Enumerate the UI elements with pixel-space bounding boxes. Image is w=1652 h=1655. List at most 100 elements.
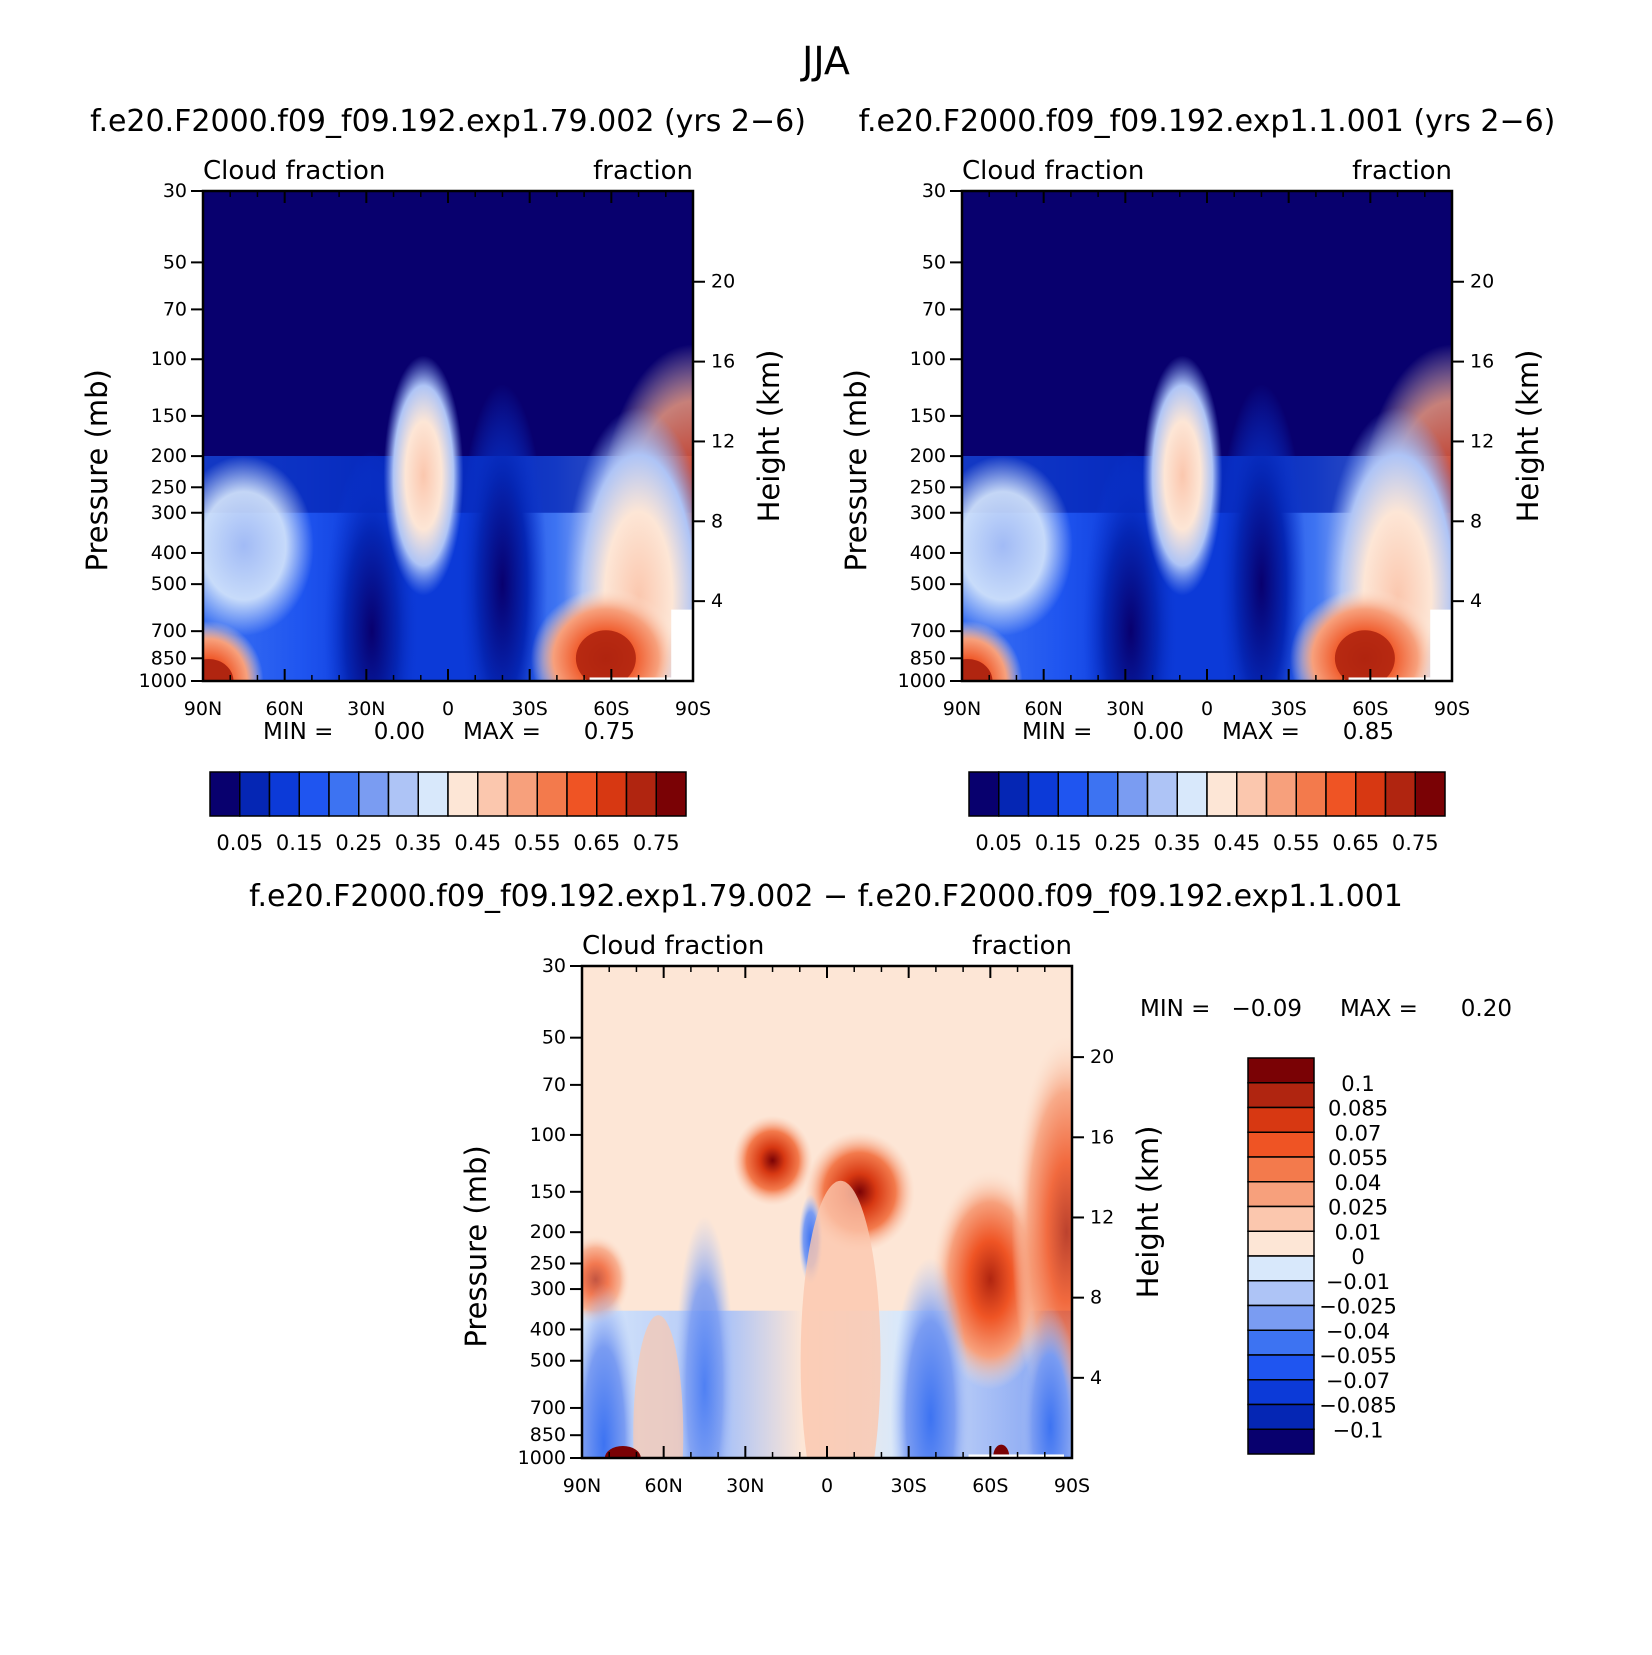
colorbar-label: 0.75 [1392,831,1439,855]
y-tick-label: 400 [910,542,946,564]
top-left-label: Cloud fraction [203,156,385,186]
y-tick-label: 700 [151,620,187,642]
colorbar-label: 0.055 [1328,1146,1388,1170]
top-left-label: Cloud fraction [962,156,1144,186]
x-tick-label: 60S [1352,698,1388,720]
colorbar-label: 0.35 [1154,831,1201,855]
max-label: MAX = [1222,719,1300,745]
colorbar: 0.10.0850.070.0550.040.0250.010−0.01−0.0… [1247,1057,1397,1455]
top-right-label: fraction [593,156,693,186]
y2-tick-label: 12 [711,430,735,452]
colorbar-box [1117,771,1149,817]
colorbar-label: 0.05 [216,831,263,855]
y2-tick-label: 8 [711,510,723,532]
colorbar-box [1146,771,1178,817]
colorbar-box [209,771,241,817]
colorbar-box [1087,771,1119,817]
colorbar-box [239,771,271,817]
colorbar-box [1247,1329,1315,1356]
diff-negative-core [890,1257,971,1458]
colorbar-box [1265,771,1297,817]
colorbar-label: 0.55 [1273,831,1320,855]
colorbar-box [328,771,360,817]
x-tick-label: 90N [563,1475,601,1497]
colorbar-box [506,771,538,817]
colorbar-label: −0.085 [1319,1394,1397,1418]
contour-field [582,966,1072,1458]
tropical-plume [383,355,464,596]
x-tick-label: 90N [184,698,222,720]
colorbar-box [1384,771,1416,817]
panel-3: f.e20.F2000.f09_f09.192.exp1.79.002 − f.… [249,879,1512,1497]
contour-field [962,191,1452,681]
y-tick-label: 70 [922,298,946,320]
colorbar-box [1247,1082,1315,1109]
x-tick-label: 30N [1106,698,1144,720]
colorbar-label: 0.35 [395,831,442,855]
colorbar-label: 0.1 [1341,1072,1374,1096]
colorbar-box [1236,771,1268,817]
figure-title: JJA [800,39,850,83]
diff-positive-region [633,1315,684,1458]
tropical-plume [1142,355,1223,596]
y-tick-label: 250 [910,476,946,498]
y2-axis-label: Height (km) [1131,1126,1165,1299]
colorbar-label: 0.55 [514,831,561,855]
y-tick-label: 100 [530,1124,566,1146]
colorbar-label: 0.75 [633,831,680,855]
colorbar-box [268,771,300,817]
y2-tick-label: 16 [1470,351,1494,373]
colorbar-label: 0.45 [1213,831,1260,855]
colorbar-box [477,771,509,817]
top-right-label: fraction [1352,156,1452,186]
max-value: 0.75 [584,719,635,745]
colorbar-box [1247,1131,1315,1158]
contour-field [203,191,693,681]
y2-tick-label: 12 [1470,430,1494,452]
colorbar-label: 0.15 [276,831,323,855]
diff-positive-spot [604,1446,641,1458]
y-tick-label: 850 [151,647,187,669]
y-tick-label: 30 [922,180,946,202]
y-tick-label: 500 [530,1350,566,1372]
y-tick-label: 200 [151,445,187,467]
colorbar-label: 0.07 [1335,1121,1382,1145]
colorbar-label: 0.25 [1094,831,1141,855]
y-tick-label: 850 [530,1424,566,1446]
y-tick-label: 400 [530,1318,566,1340]
x-tick-label: 60N [644,1475,682,1497]
topography-mask [1430,609,1452,681]
y-tick-label: 150 [910,405,946,427]
colorbar-box [1247,1230,1315,1257]
x-tick-label: 0 [1201,698,1213,720]
diff-positive-region [800,1180,881,1458]
y-tick-label: 700 [910,620,946,642]
arctic-low-cloud-core [962,659,993,681]
colorbar-label: −0.01 [1326,1270,1390,1294]
y-tick-label: 150 [151,405,187,427]
colorbar-box [1247,1304,1315,1331]
colorbar-box [1247,1428,1315,1455]
diff-negative-core [1020,1306,1072,1458]
y-tick-label: 30 [163,180,187,202]
colorbar-label: 0.25 [335,831,382,855]
y-tick-label: 70 [163,298,187,320]
panel-title: f.e20.F2000.f09_f09.192.exp1.1.001 (yrs … [859,104,1556,139]
colorbar-label: 0.05 [975,831,1022,855]
y-tick-label: 500 [151,573,187,595]
topography-mask [589,677,685,681]
y-tick-label: 250 [151,476,187,498]
y-tick-label: 500 [910,573,946,595]
colorbar-box [1206,771,1238,817]
y-tick-label: 300 [530,1278,566,1300]
y2-tick-label: 20 [1470,271,1494,293]
x-tick-label: 30S [512,698,548,720]
y-tick-label: 50 [922,251,946,273]
colorbar-box [968,771,1000,817]
x-tick-label: 60N [1024,698,1062,720]
y2-tick-label: 4 [711,590,723,612]
colorbar-box [298,771,330,817]
y2-tick-label: 12 [1090,1206,1114,1228]
x-tick-label: 60S [972,1475,1008,1497]
diff-negative-core [674,1216,735,1458]
